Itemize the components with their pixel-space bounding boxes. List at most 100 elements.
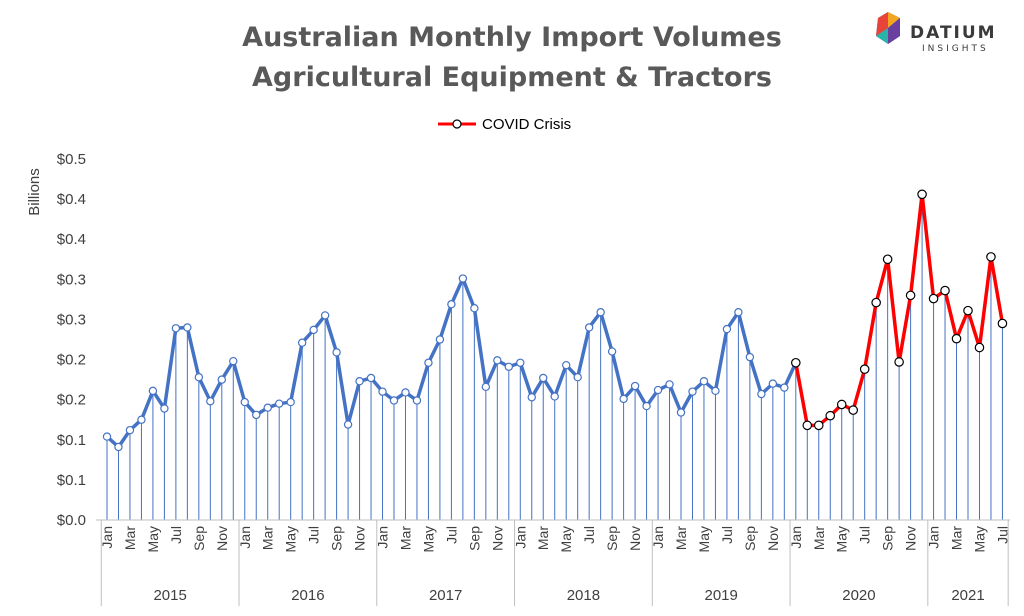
point-marker xyxy=(263,403,272,412)
month-tick-label: Jul xyxy=(719,526,735,544)
point-marker xyxy=(217,375,226,384)
covid-point-marker xyxy=(917,189,927,200)
point-marker xyxy=(160,404,169,413)
covid-point-marker xyxy=(894,357,904,367)
month-tick-label: Jan xyxy=(237,526,253,549)
covid-point-marker xyxy=(905,290,916,301)
point-marker xyxy=(596,308,605,317)
point-marker xyxy=(125,425,135,435)
month-tick-label: Mar xyxy=(535,526,551,550)
year-label: 2017 xyxy=(429,587,462,604)
chart-title-line-1: Australian Monthly Import Volumes xyxy=(242,22,782,53)
covid-point-marker xyxy=(974,342,985,353)
point-marker xyxy=(642,401,651,411)
month-tick-label: May xyxy=(145,526,161,552)
point-marker xyxy=(619,394,628,404)
y-tick-label: $0.4 xyxy=(57,191,86,208)
month-tick-label: Jan xyxy=(512,526,528,549)
y-tick-label: $0.3 xyxy=(57,311,86,328)
month-tick-label: Mar xyxy=(811,526,827,550)
point-marker xyxy=(114,442,123,452)
y-axis-label: Billions xyxy=(26,168,43,216)
month-tick-label: Nov xyxy=(352,526,368,551)
point-marker xyxy=(516,358,525,367)
covid-point-marker xyxy=(997,318,1008,329)
legend: COVID Crisis xyxy=(438,116,571,133)
point-marker xyxy=(332,348,341,357)
month-tick-label: Jul xyxy=(443,526,459,544)
point-marker xyxy=(676,408,686,417)
month-tick-label: May xyxy=(283,526,299,552)
month-tick-label: Jan xyxy=(926,526,942,549)
covid-point-marker xyxy=(825,410,836,421)
point-marker xyxy=(768,379,778,388)
covid-point-marker xyxy=(836,399,847,410)
month-tick-label: Jan xyxy=(788,526,804,549)
point-marker xyxy=(389,396,399,405)
year-label: 2021 xyxy=(951,587,984,604)
y-tick-label: $0.1 xyxy=(57,472,86,489)
y-tick-label: $0.1 xyxy=(57,432,86,449)
y-tick-label: $0.0 xyxy=(57,512,86,529)
point-marker xyxy=(757,389,766,399)
month-tick-label: Mar xyxy=(949,526,965,550)
point-marker xyxy=(481,382,491,392)
legend-marker xyxy=(452,119,462,129)
month-tick-label: Sep xyxy=(466,526,482,551)
point-marker xyxy=(148,386,158,396)
month-tick-label: Nov xyxy=(489,526,505,551)
month-tick-label: Jan xyxy=(375,526,391,549)
drop-lines xyxy=(106,194,1003,520)
y-tick-label: $0.2 xyxy=(57,392,86,409)
covid-point-marker xyxy=(882,254,893,265)
month-tick-label: Jan xyxy=(99,526,115,549)
point-marker xyxy=(584,323,594,332)
month-tick-label: Nov xyxy=(214,526,230,551)
point-marker xyxy=(297,338,307,347)
point-marker xyxy=(665,380,674,389)
logo-name: DATIUM xyxy=(910,23,997,43)
month-tick-label: May xyxy=(558,526,574,552)
point-marker xyxy=(699,377,709,386)
month-tick-label: May xyxy=(696,526,712,552)
point-marker xyxy=(607,347,617,356)
covid-point-marker xyxy=(802,420,813,431)
point-marker xyxy=(630,381,640,391)
covid-point-marker xyxy=(963,305,973,316)
point-marker xyxy=(194,373,204,382)
chart-title-line-2: Agricultural Equipment & Tractors xyxy=(252,62,772,93)
point-marker xyxy=(183,323,192,332)
month-tick-label: May xyxy=(420,526,436,552)
year-label: 2019 xyxy=(704,587,737,604)
legend-label: COVID Crisis xyxy=(482,116,571,133)
point-marker xyxy=(102,432,112,441)
point-marker xyxy=(539,373,548,383)
datium-logo: DATIUM INSIGHTS xyxy=(876,12,997,54)
covid-point-marker xyxy=(940,285,950,296)
point-marker xyxy=(562,360,571,370)
y-tick-label: $0.2 xyxy=(57,352,86,369)
point-marker xyxy=(320,311,330,320)
point-marker xyxy=(366,373,376,383)
month-tick-label: May xyxy=(834,526,850,552)
month-tick-label: Jul xyxy=(306,526,322,544)
point-marker xyxy=(447,300,456,309)
point-marker xyxy=(424,358,433,367)
month-tick-label: Mar xyxy=(260,526,276,550)
year-label: 2020 xyxy=(842,587,875,604)
month-tick-label: Sep xyxy=(604,526,620,551)
y-tick-label: $0.4 xyxy=(57,231,86,248)
covid-point-marker xyxy=(813,420,824,431)
point-marker xyxy=(458,274,468,283)
point-marker xyxy=(493,356,502,365)
month-tick-label: Mar xyxy=(122,526,138,550)
covid-point-marker xyxy=(871,297,881,308)
year-label: 2018 xyxy=(567,587,600,604)
point-marker xyxy=(412,396,422,405)
logo-sub: INSIGHTS xyxy=(922,44,989,54)
month-tick-label: Jan xyxy=(650,526,666,549)
covid-point-marker xyxy=(986,252,996,262)
month-tick-label: Jul xyxy=(168,526,184,544)
point-marker xyxy=(206,397,215,406)
